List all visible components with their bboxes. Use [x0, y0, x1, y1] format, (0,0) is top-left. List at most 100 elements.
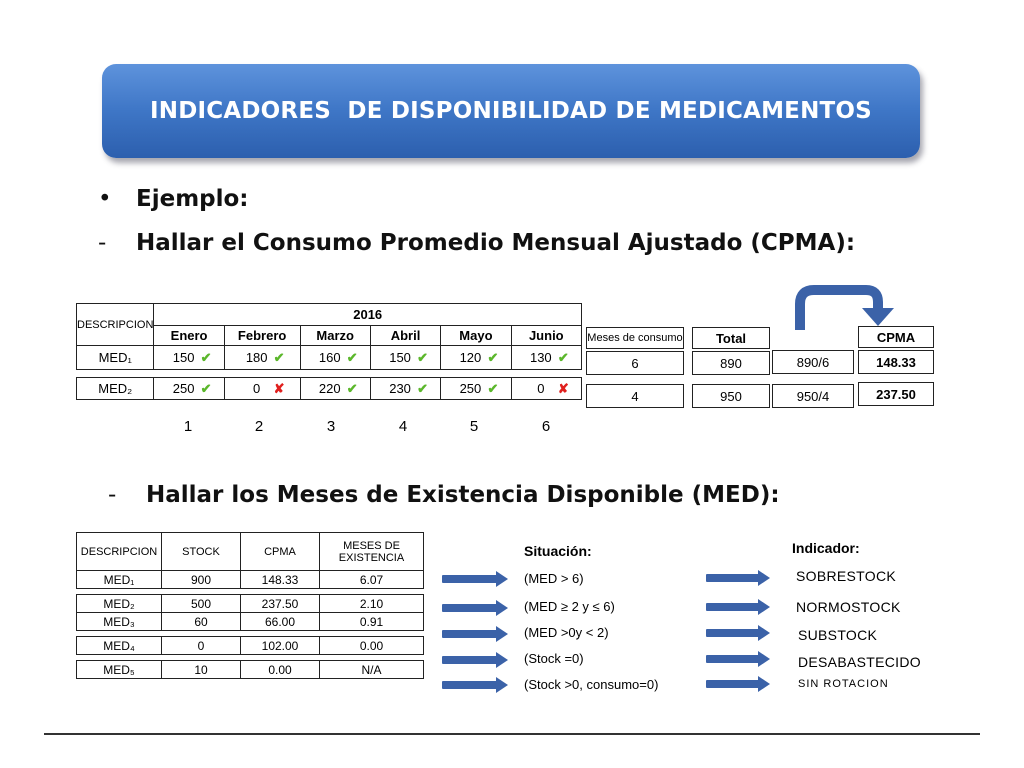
cross-icon: ✘: [557, 380, 569, 396]
arrow-right-icon: [442, 571, 508, 587]
header-cpma: CPMA: [240, 532, 320, 571]
meses-value: 6: [586, 351, 684, 375]
dash-marker: -: [108, 482, 117, 508]
check-icon: ✔: [273, 349, 285, 365]
arrow-right-icon: [442, 652, 508, 668]
stock-cell: 900: [161, 570, 241, 589]
month-index: 3: [326, 418, 336, 435]
table-row: MED₁ 900 148.33 6.07: [76, 570, 424, 589]
bullet-text: Ejemplo:: [136, 186, 249, 212]
row-name: MED₁: [76, 570, 162, 589]
bullet-cpma: - Hallar el Consumo Promedio Mensual Ajus…: [98, 230, 855, 256]
header-descripcion: DESCRIPCION: [76, 532, 162, 571]
month-index: 6: [541, 418, 551, 435]
check-icon: ✔: [200, 380, 212, 396]
cell-value: 0: [537, 380, 545, 396]
cpma-cell: 66.00: [240, 612, 320, 631]
arrow-right-icon: [706, 599, 770, 615]
situacion-item: (Stock >0, consumo=0): [524, 677, 659, 692]
check-icon: ✔: [417, 380, 428, 396]
cpma-cell: 148.33: [240, 570, 320, 589]
arrow-right-icon: [706, 570, 770, 586]
check-icon: ✔: [346, 380, 358, 396]
month-index: 1: [183, 418, 193, 435]
meses-cell: 0.00: [319, 636, 424, 655]
cell-value: 0: [253, 380, 261, 396]
situacion-item: (Stock =0): [524, 651, 584, 666]
check-icon: ✔: [346, 349, 358, 365]
table-row: MED₅ 10 0.00 N/A: [76, 660, 424, 679]
meses-header: Meses de consumo: [586, 327, 684, 349]
situacion-heading: Situación:: [524, 543, 592, 559]
total-value: 890: [692, 351, 770, 375]
month-header: Marzo: [299, 325, 371, 346]
bullet-text: Hallar el Consumo Promedio Mensual Ajust…: [136, 230, 856, 256]
arrow-right-icon: [706, 625, 770, 641]
row-name: MED₄: [76, 636, 162, 655]
cell-value: 230: [389, 380, 411, 396]
bullet-marker: •: [98, 186, 112, 212]
month-index: 5: [469, 418, 479, 435]
indicador-heading: Indicador:: [792, 540, 860, 556]
check-icon: ✔: [557, 349, 569, 365]
arrow-right-icon: [442, 626, 508, 642]
check-icon: ✔: [487, 380, 499, 396]
cpma-cell: 0.00: [240, 660, 320, 679]
header-descripcion: DESCRIPCION: [75, 303, 155, 346]
indicador-item: DESABASTECIDO: [798, 654, 921, 670]
row-name: MED₃: [76, 612, 162, 631]
month-index: 2: [254, 418, 264, 435]
arrow-right-icon: [706, 651, 770, 667]
total-header: Total: [692, 327, 770, 349]
cell-value: 120: [459, 349, 482, 365]
month-header: Junio: [510, 325, 583, 346]
arrow-right-icon: [706, 676, 770, 692]
cell-value: 130: [529, 349, 552, 365]
month-index: 4: [398, 418, 408, 435]
cpma-header: CPMA: [858, 326, 934, 348]
situacion-item: (MED >0y < 2): [524, 625, 609, 640]
month-header: Mayo: [440, 325, 512, 346]
meses-cell: 6.07: [319, 570, 424, 589]
formula-value: 950/4: [772, 384, 854, 408]
row-name: MED₁: [75, 345, 155, 370]
stock-cell: 500: [161, 594, 241, 613]
slide-title: INDICADORES DE DISPONIBILIDAD DE MEDICAM…: [150, 98, 872, 124]
situacion-item: (MED ≥ 2 y ≤ 6): [524, 599, 615, 614]
cell-value: 180: [245, 349, 268, 365]
cpma-table: DESCRIPCION 2016 Enero Febrero Marzo Abr…: [75, 303, 583, 400]
dash-marker: -: [98, 230, 107, 256]
bullet-ejemplo: • Ejemplo:: [98, 186, 249, 212]
cell-value: 150: [389, 349, 411, 365]
footer-divider: [44, 733, 980, 735]
bullet-text: Hallar los Meses de Existencia Disponibl…: [146, 482, 780, 508]
month-header: Abril: [369, 325, 442, 346]
row-name: MED₂: [76, 594, 162, 613]
stock-cell: 60: [161, 612, 241, 631]
check-icon: ✔: [487, 349, 499, 365]
month-header: Enero: [153, 325, 225, 346]
indicador-item: NORMOSTOCK: [796, 599, 901, 615]
table-row: MED₁ 150 ✔ 180 ✔ 160 ✔ 150 ✔ 120 ✔ 130 ✔: [75, 345, 583, 370]
meses-value: 4: [586, 384, 684, 408]
situacion-item: (MED > 6): [524, 571, 584, 586]
arrow-right-icon: [442, 600, 508, 616]
indicador-item: SUBSTOCK: [798, 627, 878, 643]
cpma-value: 148.33: [858, 350, 934, 374]
meses-cell: 0.91: [319, 612, 424, 631]
cpma-cell: 237.50: [240, 594, 320, 613]
table-row: MED₂ 250 ✔ 0 ✘ 220 ✔ 230 ✔ 250 ✔ 0 ✘: [75, 377, 583, 400]
header-year: 2016: [153, 303, 582, 326]
indicador-item: SIN ROTACION: [798, 678, 889, 690]
total-value: 950: [692, 384, 770, 408]
cell-value: 220: [318, 380, 341, 396]
title-banner: INDICADORES DE DISPONIBILIDAD DE MEDICAM…: [102, 64, 920, 158]
table-row: MED₄ 0 102.00 0.00: [76, 636, 424, 655]
meses-cell: N/A: [319, 660, 424, 679]
cross-icon: ✘: [273, 380, 285, 396]
header-stock: STOCK: [161, 532, 241, 571]
cpma-value: 237.50: [858, 382, 934, 406]
table-row: MED₃ 60 66.00 0.91: [76, 612, 424, 631]
row-name: MED₂: [75, 377, 155, 400]
table-row: MED₂ 500 237.50 2.10: [76, 594, 424, 613]
